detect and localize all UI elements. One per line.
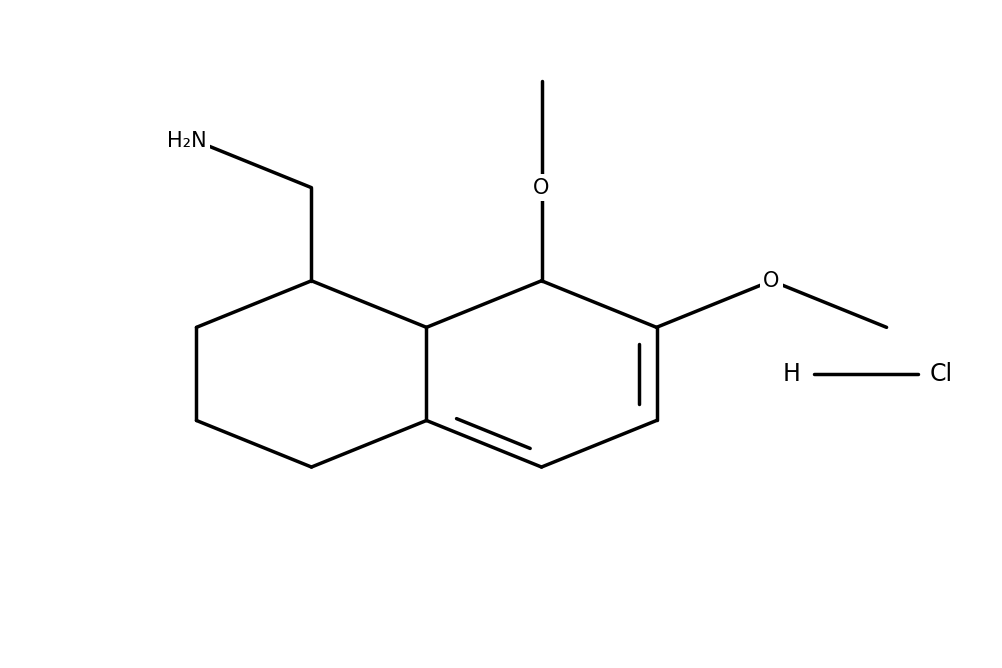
Text: H₂N: H₂N — [166, 131, 206, 151]
Text: Cl: Cl — [929, 362, 952, 386]
Text: H: H — [782, 362, 800, 386]
Text: O: O — [763, 271, 779, 291]
Text: O: O — [533, 178, 549, 198]
